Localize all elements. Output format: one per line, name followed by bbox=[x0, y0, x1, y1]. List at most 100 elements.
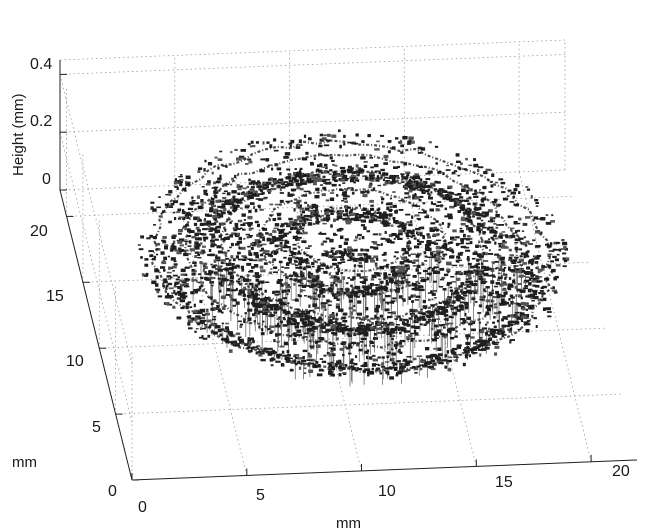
surface-point-2201 bbox=[455, 277, 461, 281]
surface-point-2777 bbox=[533, 292, 537, 296]
surface-point-3365 bbox=[547, 315, 552, 318]
surface-point-3211 bbox=[360, 321, 363, 324]
surface-point-1697 bbox=[502, 239, 506, 243]
surface-point-2971 bbox=[521, 306, 525, 311]
surface-point-3587 bbox=[479, 337, 483, 339]
surface-point-745 bbox=[188, 213, 191, 216]
surface-point-594 bbox=[197, 205, 203, 210]
surface-point-3670 bbox=[389, 333, 392, 338]
surface-point-2770 bbox=[253, 294, 258, 297]
surface-point-4007 bbox=[386, 373, 390, 376]
surface-point-1261 bbox=[248, 235, 254, 237]
surface-point-2368 bbox=[165, 286, 168, 291]
surface-point-884 bbox=[206, 220, 212, 224]
surface-point-2507 bbox=[249, 295, 254, 299]
surface-point-2178 bbox=[237, 281, 240, 284]
surface-point-3371 bbox=[296, 323, 300, 326]
surface-point-3875 bbox=[330, 361, 334, 364]
surface-point-3503 bbox=[312, 326, 318, 330]
surface-point-1773 bbox=[203, 251, 206, 254]
surface-point-89 bbox=[332, 163, 335, 167]
surface-point-2483 bbox=[507, 283, 513, 286]
surface-point-3956 bbox=[398, 370, 402, 374]
surface-point-3959 bbox=[339, 363, 343, 366]
surface-point-622 bbox=[189, 201, 195, 205]
surface-point-221 bbox=[299, 178, 305, 182]
surface-point-3720 bbox=[399, 345, 404, 348]
surface-point-2763 bbox=[284, 303, 288, 306]
surface-point-256 bbox=[280, 186, 286, 189]
surface-point-3210 bbox=[376, 327, 381, 331]
surface-point-2892 bbox=[168, 294, 174, 298]
surface-point-2045 bbox=[430, 251, 434, 255]
surface-point-2412 bbox=[433, 280, 437, 283]
surface-point-1369 bbox=[164, 244, 169, 247]
surface-point-3532 bbox=[332, 324, 337, 328]
surface-point-3908 bbox=[404, 362, 409, 367]
surface-point-70 bbox=[325, 166, 328, 170]
surface-point-1790 bbox=[508, 248, 512, 252]
surface-point-1525 bbox=[185, 249, 189, 252]
surface-point-145 bbox=[397, 165, 400, 169]
surface-point-2852 bbox=[456, 300, 461, 302]
surface-point-2954 bbox=[385, 295, 391, 298]
surface-point-137 bbox=[225, 165, 228, 168]
ring-ridge-3 bbox=[257, 186, 448, 297]
surface-point-3318 bbox=[228, 331, 233, 335]
surface-point-2157 bbox=[214, 267, 220, 271]
floor-grid-y-3 bbox=[82, 261, 588, 283]
surface-point-3539 bbox=[310, 328, 314, 331]
surface-point-8 bbox=[319, 138, 324, 142]
surface-point-1906 bbox=[425, 249, 429, 251]
surface-point-3486 bbox=[501, 335, 505, 338]
surface-point-793 bbox=[436, 190, 441, 193]
surface-point-3067 bbox=[479, 298, 484, 301]
surface-point-2726 bbox=[501, 288, 507, 291]
y-tick-label-1: 5 bbox=[92, 419, 101, 436]
surface-point-600 bbox=[498, 178, 504, 181]
surface-point-3721 bbox=[360, 340, 364, 343]
surface-point-3540 bbox=[463, 328, 466, 331]
surface-point-532 bbox=[210, 202, 215, 205]
surface-point-690 bbox=[426, 189, 430, 193]
surface-point-2359 bbox=[503, 267, 507, 269]
surface-point-892 bbox=[182, 217, 186, 221]
surface-point-3406 bbox=[225, 340, 231, 344]
surface-point-46 bbox=[234, 148, 238, 151]
surface-point-3679 bbox=[525, 329, 530, 333]
surface-point-2342 bbox=[256, 293, 261, 296]
surface-point-827 bbox=[298, 216, 304, 219]
surface-point-2610 bbox=[405, 274, 411, 276]
surface-point-3465 bbox=[441, 323, 448, 326]
surface-point-1837 bbox=[375, 258, 379, 261]
surface-point-3296 bbox=[266, 315, 271, 317]
surface-point-348 bbox=[359, 169, 365, 173]
surface-point-766 bbox=[156, 206, 161, 209]
surface-point-3733 bbox=[341, 341, 347, 344]
surface-point-3368 bbox=[261, 328, 264, 332]
surface-point-2331 bbox=[385, 282, 389, 286]
surface-point-779 bbox=[300, 213, 303, 217]
surface-point-1741 bbox=[174, 266, 177, 268]
surface-point-18 bbox=[298, 144, 303, 146]
surface-point-3160 bbox=[357, 322, 361, 325]
surface-point-3330 bbox=[279, 320, 284, 324]
y-axis-label: mm bbox=[12, 454, 37, 471]
surface-point-1082 bbox=[473, 207, 478, 211]
surface-point-1534 bbox=[370, 246, 374, 249]
surface-point-2086 bbox=[358, 266, 363, 268]
surface-point-2354 bbox=[214, 273, 220, 276]
surface-point-2858 bbox=[538, 292, 541, 295]
surface-point-1896 bbox=[317, 265, 321, 269]
surface-point-808 bbox=[407, 195, 411, 199]
surface-point-2818 bbox=[217, 310, 222, 313]
surface-point-3627 bbox=[336, 337, 339, 341]
surface-point-3425 bbox=[286, 321, 292, 325]
surface-point-3003 bbox=[463, 294, 468, 297]
surface-point-2360 bbox=[220, 279, 223, 283]
surface-point-2517 bbox=[494, 267, 498, 270]
surface-point-799 bbox=[390, 202, 393, 206]
surface-point-708 bbox=[307, 204, 310, 208]
surface-point-1850 bbox=[222, 262, 227, 265]
surface-point-2601 bbox=[229, 288, 232, 292]
